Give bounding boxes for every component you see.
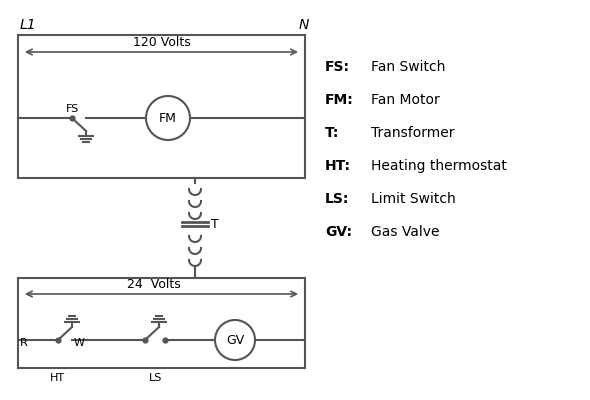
Text: T:: T: (325, 126, 339, 140)
Text: FM:: FM: (325, 93, 354, 107)
Text: GV: GV (226, 334, 244, 346)
Text: HT: HT (50, 373, 65, 383)
Text: R: R (20, 338, 28, 348)
Text: FM: FM (159, 112, 177, 124)
Text: Fan Motor: Fan Motor (371, 93, 440, 107)
Text: 24  Volts: 24 Volts (127, 278, 181, 291)
Text: GV:: GV: (325, 225, 352, 239)
Text: Gas Valve: Gas Valve (371, 225, 440, 239)
Text: T: T (211, 218, 219, 230)
Text: Limit Switch: Limit Switch (371, 192, 455, 206)
Text: LS: LS (149, 373, 162, 383)
Text: L1: L1 (20, 18, 37, 32)
Text: FS: FS (66, 104, 79, 114)
Text: Transformer: Transformer (371, 126, 454, 140)
Text: 120 Volts: 120 Volts (133, 36, 191, 49)
Text: FS:: FS: (325, 60, 350, 74)
Text: N: N (299, 18, 309, 32)
Text: HT:: HT: (325, 159, 351, 173)
Text: Heating thermostat: Heating thermostat (371, 159, 507, 173)
Text: LS:: LS: (325, 192, 349, 206)
Text: W: W (74, 338, 85, 348)
Text: Fan Switch: Fan Switch (371, 60, 445, 74)
